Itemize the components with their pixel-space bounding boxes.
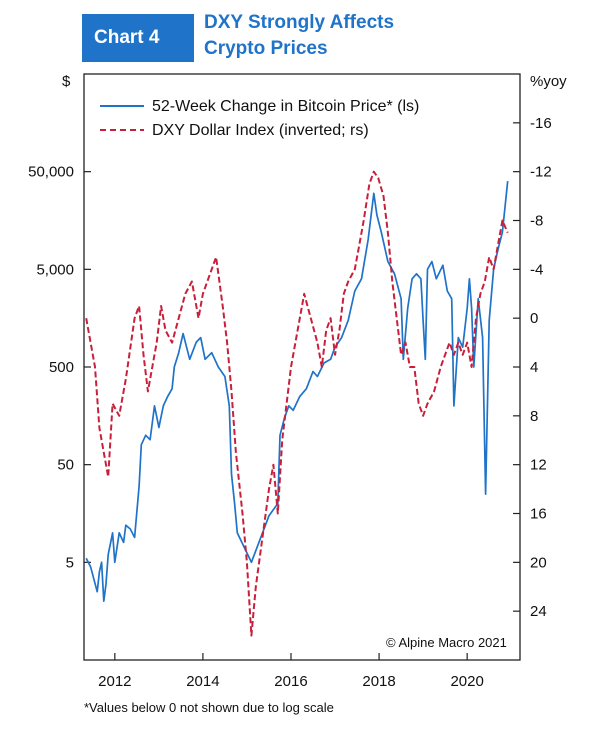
source-credit: © Alpine Macro 2021 — [386, 635, 507, 650]
left-tick-label: 500 — [49, 359, 74, 376]
x-tick-label: 2014 — [186, 673, 219, 690]
right-tick-label: -8 — [530, 213, 543, 230]
right-tick-label: 8 — [530, 408, 538, 425]
right-axis: -16 -12 -8 -4 0 4 8 12 16 20 24 — [513, 115, 552, 620]
legend: 52-Week Change in Bitcoin Price* (ls) DX… — [100, 98, 419, 139]
left-axis: 5 50 500 5,000 50,000 — [28, 164, 91, 571]
right-axis-unit: %yoy — [530, 73, 567, 90]
left-tick-label: 50 — [57, 457, 74, 474]
right-tick-label: 12 — [530, 457, 547, 474]
plot-frame — [83, 73, 521, 661]
x-tick-label: 2012 — [98, 673, 131, 690]
left-tick-label: 5 — [66, 554, 74, 571]
right-tick-label: -4 — [530, 261, 543, 278]
left-tick-label: 5,000 — [36, 261, 74, 278]
x-axis: 2012 2014 2016 2018 2020 — [98, 653, 484, 690]
right-tick-label: 16 — [530, 506, 547, 523]
series-line-bitcoin — [85, 181, 509, 603]
right-tick-label: 0 — [530, 310, 538, 327]
right-tick-label: -16 — [530, 115, 552, 132]
right-tick-label: -12 — [530, 164, 552, 181]
x-tick-label: 2020 — [450, 673, 483, 690]
series-line-dxy — [85, 170, 509, 637]
chart-title: DXY Strongly Affects Crypto Prices — [204, 10, 394, 62]
x-tick-label: 2016 — [274, 673, 307, 690]
footnote: *Values below 0 not shown due to log sca… — [84, 700, 334, 715]
right-tick-label: 24 — [530, 603, 547, 620]
chart-title-line-1: DXY Strongly Affects — [204, 12, 395, 33]
right-tick-label: 4 — [530, 359, 538, 376]
x-tick-label: 2018 — [362, 673, 395, 690]
series-layer — [85, 170, 509, 637]
right-tick-label: 20 — [530, 554, 547, 571]
left-axis-unit: $ — [62, 73, 71, 90]
left-tick-label: 50,000 — [28, 164, 74, 181]
chart-title-line-2: Crypto Prices — [204, 38, 328, 59]
chart-number-badge: Chart 4 — [82, 14, 194, 62]
legend-label-dxy: DXY Dollar Index (inverted; rs) — [152, 122, 369, 139]
legend-label-bitcoin: 52-Week Change in Bitcoin Price* (ls) — [152, 98, 419, 115]
